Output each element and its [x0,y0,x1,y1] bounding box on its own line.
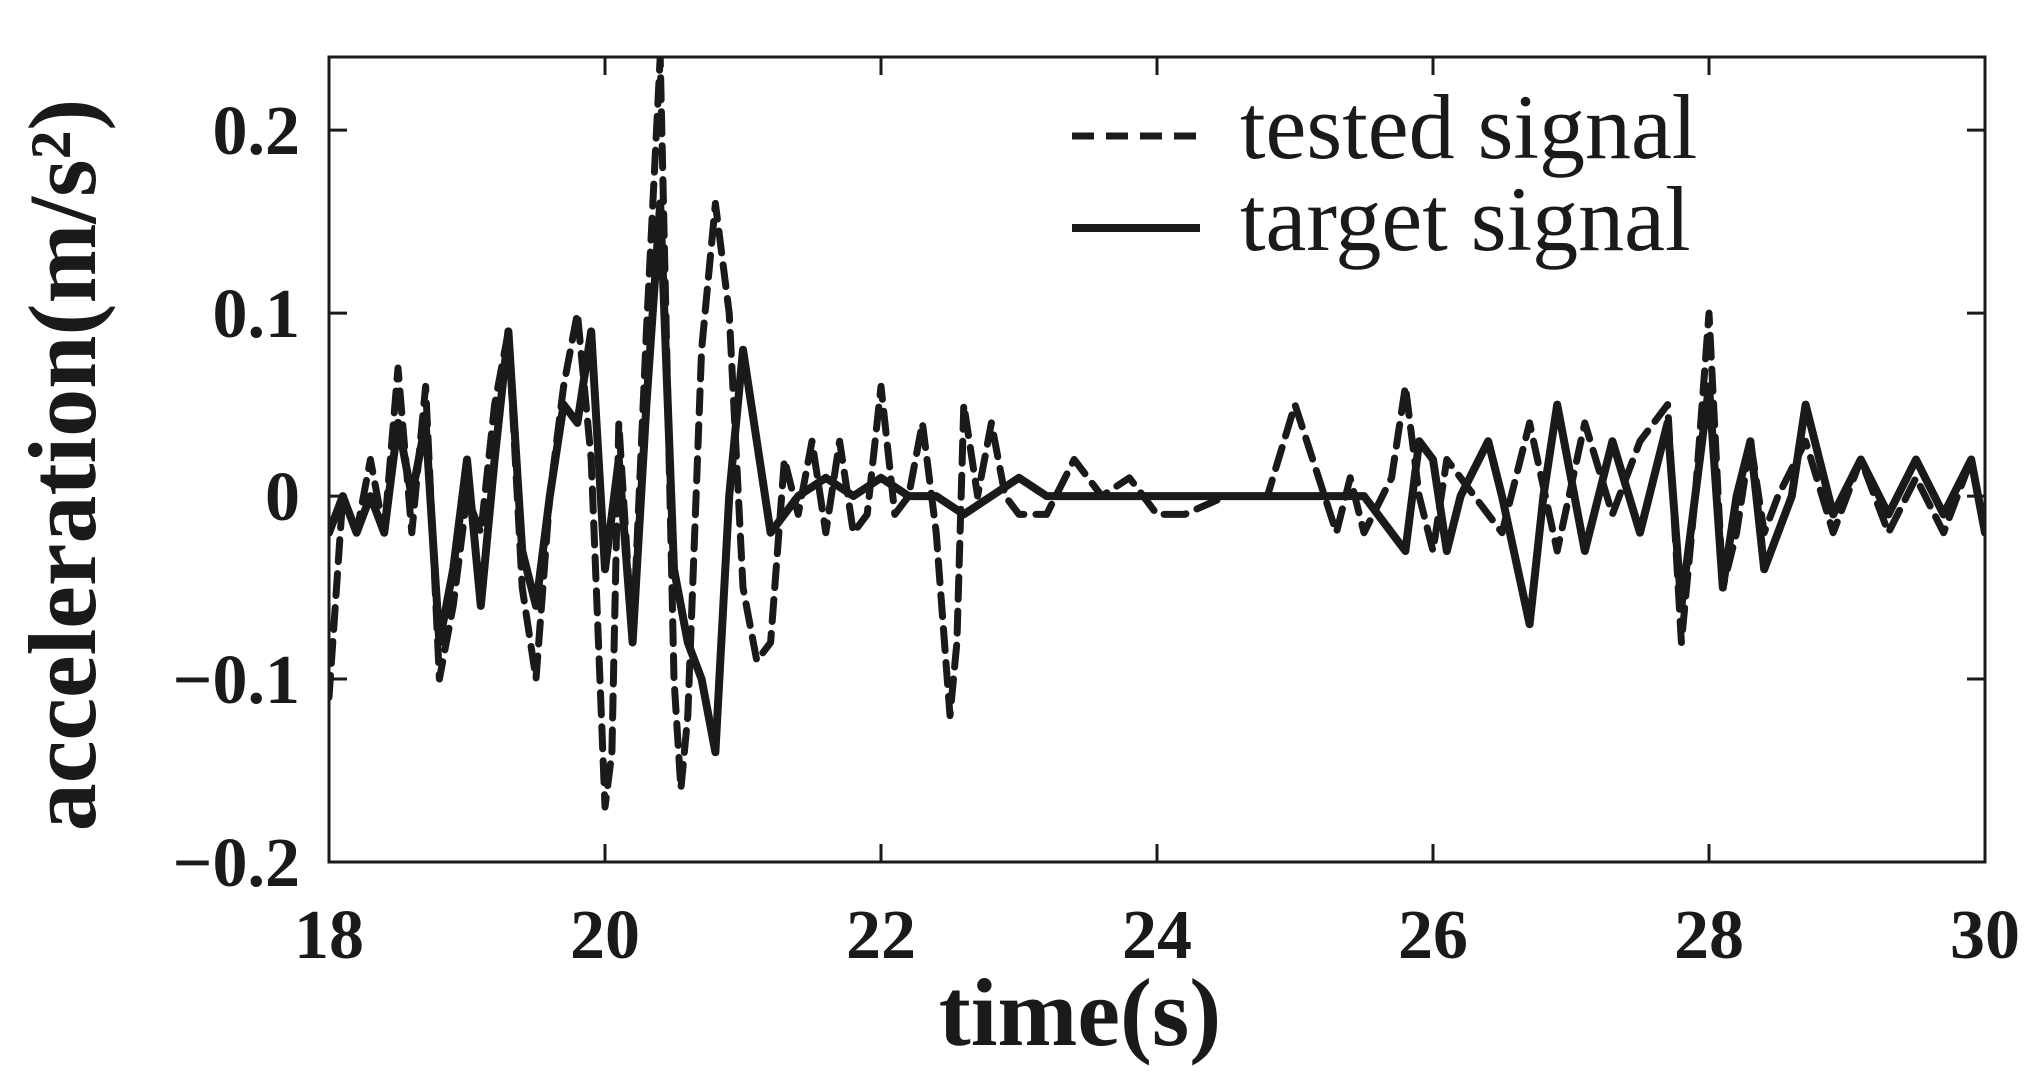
x-tick-label: 24 [1122,897,1192,974]
x-tick-label: 20 [570,897,640,974]
y-tick-label: 0 [265,459,300,536]
series-line-tested [329,57,1985,811]
legend-label-tested: tested signal [1240,76,1697,178]
series-line-target [329,199,1985,757]
ticks-layer: 18 20 22 24 26 28 30 −0.2 −0.1 0 0.1 0.2 [173,57,2020,974]
y-tick-label: −0.1 [173,642,300,719]
x-axis-title: time(s) [939,959,1222,1066]
y-axis-title: acceleration(m/s²) [9,99,116,831]
legend-label-target: target signal [1240,168,1691,270]
x-tick-label: 28 [1674,897,1744,974]
x-tick-label: 30 [1950,897,2020,974]
y-tick-label: 0.2 [213,93,301,170]
series-layer [329,57,1985,811]
y-tick-label: −0.2 [173,825,300,902]
x-tick-label: 18 [294,897,364,974]
x-tick-label: 22 [846,897,916,974]
x-tick-label: 26 [1398,897,1468,974]
y-tick-label: 0.1 [213,276,301,353]
